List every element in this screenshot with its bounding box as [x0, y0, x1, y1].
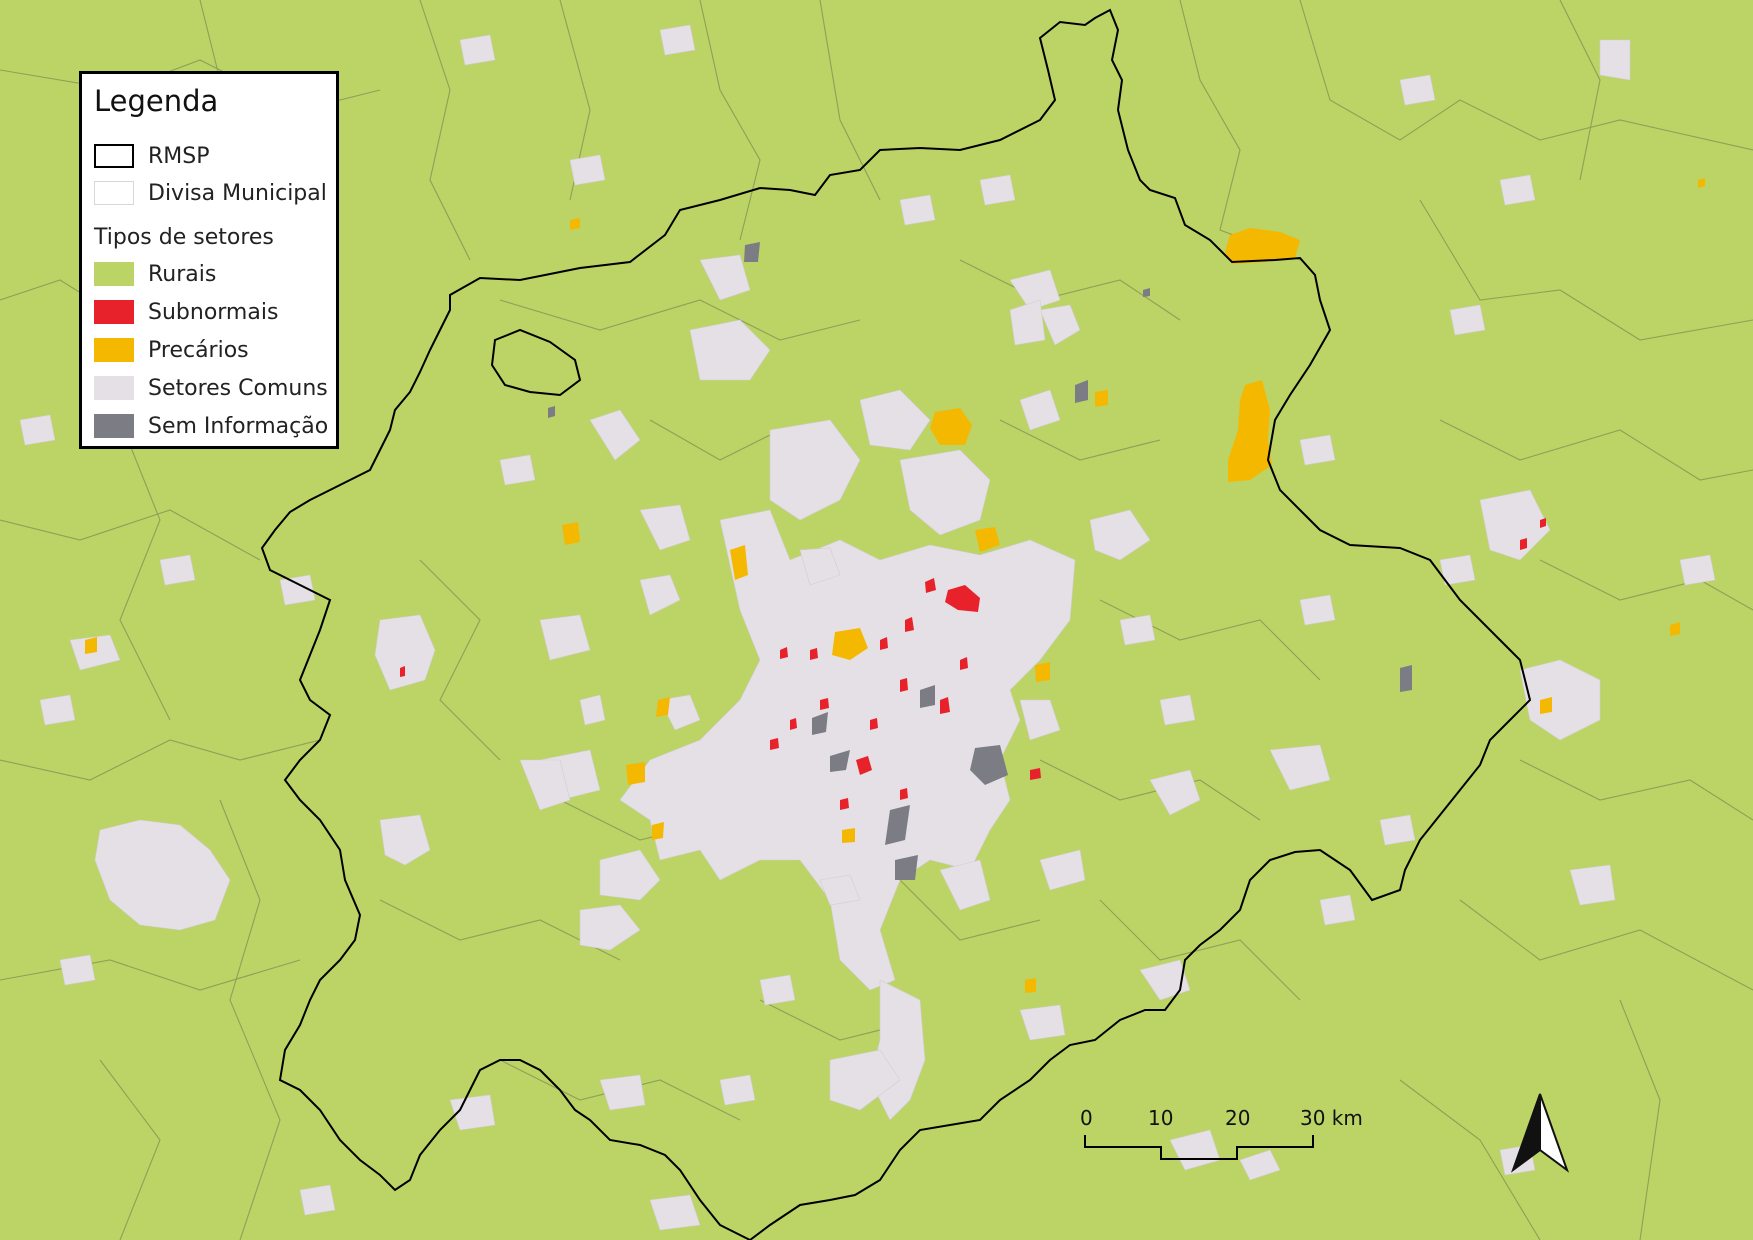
scale-label-30: 30 km [1300, 1106, 1363, 1130]
rmsp-swatch [94, 144, 134, 168]
no-info-swatch [94, 414, 134, 438]
rural-swatch [94, 262, 134, 286]
legend-title: Legenda [94, 84, 219, 118]
legend-item-comuns: Setores Comuns [94, 373, 328, 403]
map-legend: Legenda RMSP Divisa Municipal Tipos de s… [79, 71, 339, 449]
legend-item-subnormais: Subnormais [94, 297, 278, 327]
legend-item-rurais: Rurais [94, 259, 216, 289]
common-swatch [94, 376, 134, 400]
legend-item-precarios: Precários [94, 335, 249, 365]
common-sectors [19, 24, 1716, 1231]
north-arrow-icon [1505, 1090, 1575, 1175]
municipal-swatch [94, 181, 134, 205]
scale-label-0: 0 [1080, 1106, 1093, 1130]
subnormal-sectors [400, 518, 1546, 810]
scale-label-20: 20 [1225, 1106, 1250, 1130]
precarious-swatch [94, 338, 134, 362]
rmsp-enclave [490, 328, 582, 397]
precarious-sectors [85, 178, 1705, 993]
scale-label-10: 10 [1148, 1106, 1173, 1130]
legend-item-sem-info: Sem Informação [94, 411, 328, 441]
no-info-sectors [548, 242, 1412, 880]
legend-item-municipal: Divisa Municipal [94, 178, 327, 208]
scale-bar: 0 10 20 30 km [1080, 1105, 1380, 1165]
scale-line [1084, 1135, 1314, 1160]
legend-item-rmsp: RMSP [94, 141, 210, 171]
rmsp-boundary [260, 8, 1532, 1240]
legend-section-title: Tipos de setores [94, 225, 274, 250]
subnormal-swatch [94, 300, 134, 324]
